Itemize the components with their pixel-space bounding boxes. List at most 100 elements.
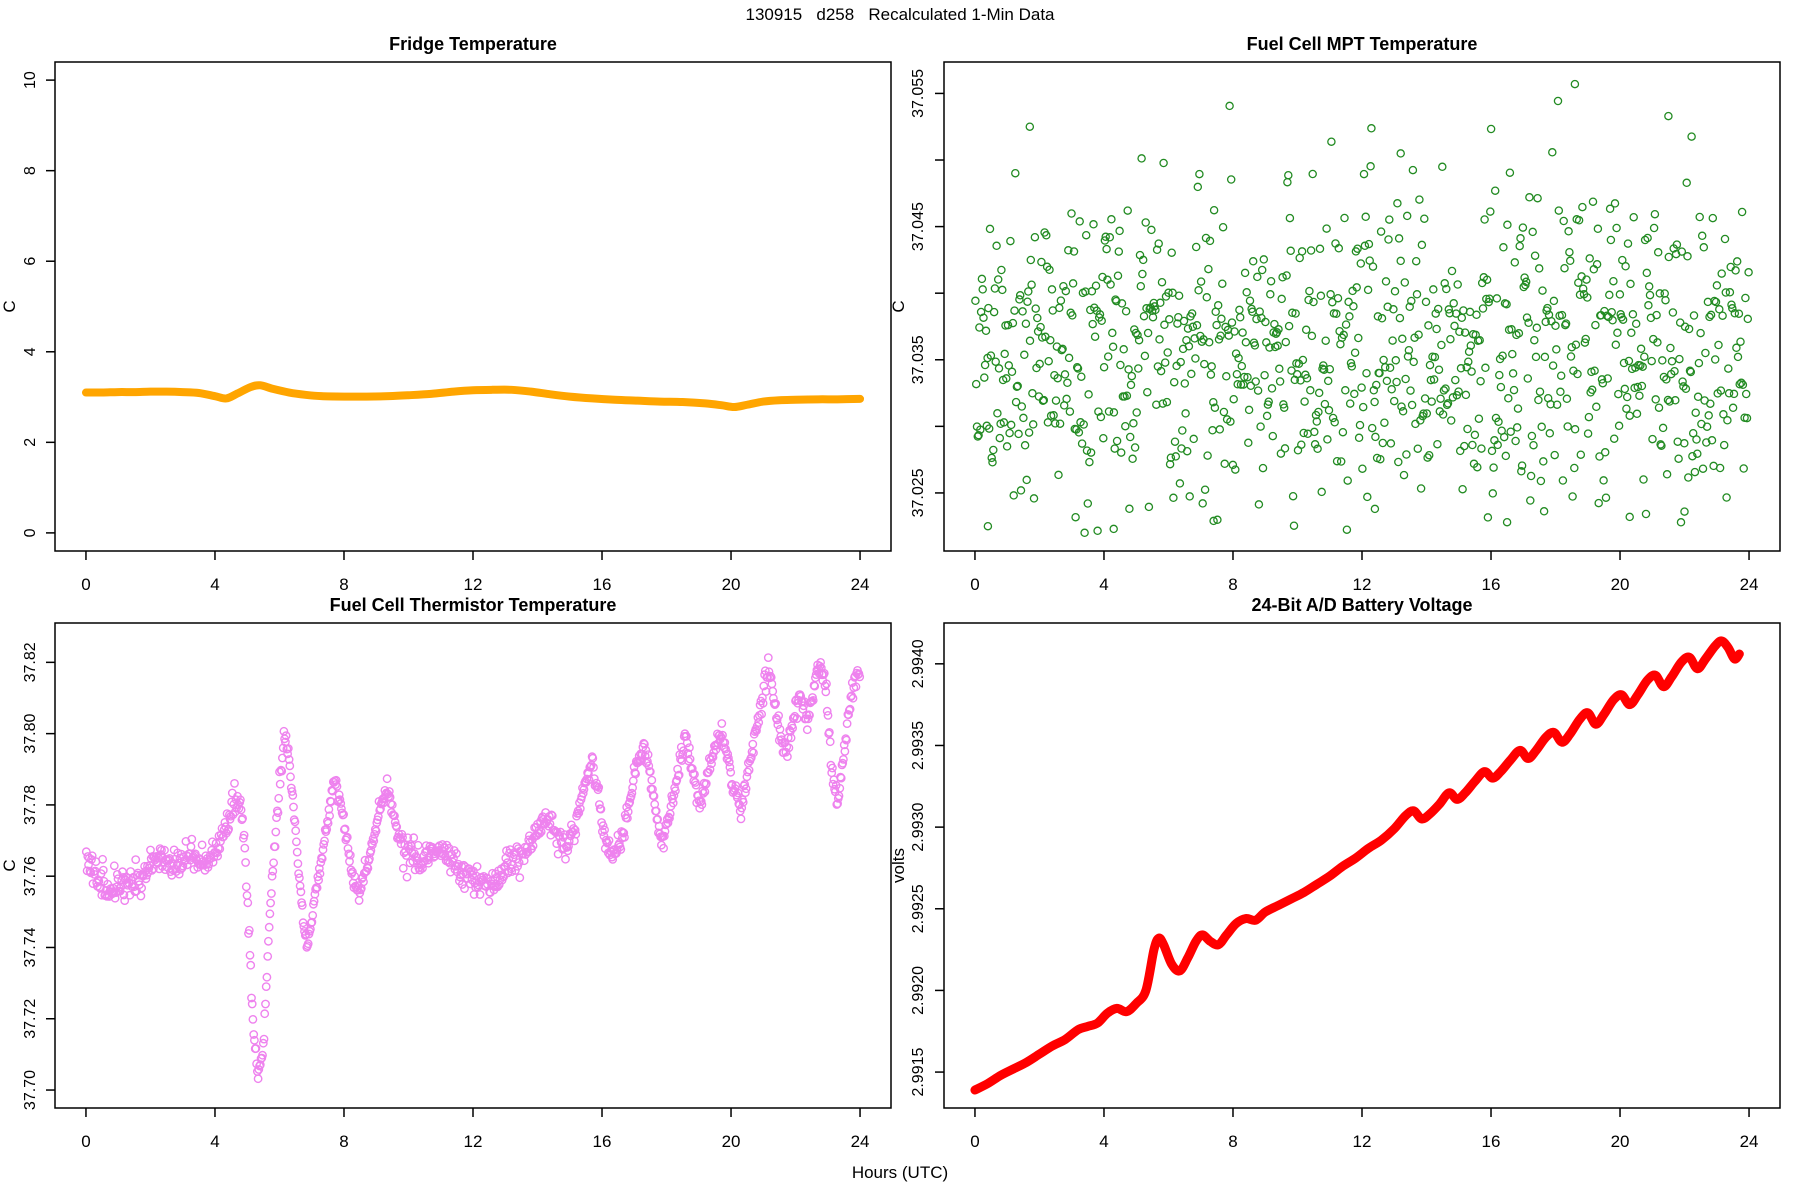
data-point xyxy=(241,882,251,892)
data-point xyxy=(1137,154,1146,163)
data-point xyxy=(1593,224,1603,234)
y-tick-label: 2.9930 xyxy=(910,803,927,852)
data-point xyxy=(1166,453,1176,462)
data-point xyxy=(1023,297,1032,306)
data-point xyxy=(715,730,724,740)
data-point xyxy=(1022,475,1031,485)
data-point xyxy=(1601,493,1611,502)
data-point xyxy=(1674,454,1683,463)
data-point xyxy=(1600,448,1610,457)
data-point xyxy=(1671,396,1680,405)
data-point xyxy=(331,780,340,789)
data-point xyxy=(740,780,750,789)
data-point xyxy=(723,749,733,759)
data-point xyxy=(1605,204,1615,214)
data-point xyxy=(1402,450,1411,459)
data-point xyxy=(1659,372,1669,382)
data-point-outlier xyxy=(1209,516,1218,526)
data-point xyxy=(792,714,802,723)
data-point xyxy=(971,379,981,389)
data-point xyxy=(1661,295,1670,305)
data-point xyxy=(1651,395,1660,404)
data-point xyxy=(1706,399,1715,408)
data-point xyxy=(774,711,783,720)
data-point xyxy=(1322,224,1331,233)
data-point xyxy=(536,827,546,837)
data-point xyxy=(1253,272,1262,282)
data-point xyxy=(208,857,218,867)
data-point xyxy=(367,840,377,850)
data-point xyxy=(1064,246,1073,255)
data-point xyxy=(1377,314,1387,323)
data-point xyxy=(1367,124,1376,133)
data-point xyxy=(1631,319,1641,329)
data-point xyxy=(1101,232,1110,242)
y-tick-label: 37.70 xyxy=(22,1070,39,1110)
data-point xyxy=(1324,406,1334,415)
data-point xyxy=(1515,241,1524,251)
data-point xyxy=(1252,314,1261,324)
data-point xyxy=(631,769,640,779)
data-point xyxy=(1242,288,1251,297)
data-point xyxy=(1611,340,1621,350)
data-point xyxy=(519,856,529,866)
data-point xyxy=(1334,244,1344,253)
data-point xyxy=(595,800,604,809)
panel-thermistor: 0 4 8 12 16 20 24 37.70 37.72 37.74 37.76 37.78 37.8… xyxy=(0,622,892,1151)
data-point xyxy=(1283,177,1292,187)
data-point xyxy=(1372,380,1381,390)
data-point xyxy=(1675,318,1685,327)
data-point xyxy=(1036,322,1045,332)
data-point xyxy=(1176,357,1185,367)
data-point xyxy=(244,925,254,935)
data-point xyxy=(974,430,983,440)
data-point xyxy=(1624,356,1634,366)
data-point xyxy=(1244,438,1253,448)
data-point xyxy=(263,952,273,961)
data-point xyxy=(155,844,165,853)
data-point xyxy=(1447,266,1457,276)
data-point xyxy=(672,775,682,785)
data-point xyxy=(1733,352,1743,362)
data-point xyxy=(1599,476,1608,485)
data-point xyxy=(808,696,818,705)
data-point xyxy=(1316,291,1326,301)
data-point xyxy=(1420,394,1430,403)
data-point xyxy=(1603,374,1612,383)
x-tick-label: 24 xyxy=(851,1132,870,1151)
data-point xyxy=(1386,439,1396,448)
data-point xyxy=(1483,513,1493,522)
data-point xyxy=(1206,370,1216,379)
data-point xyxy=(1200,485,1210,494)
data-point xyxy=(643,750,653,759)
data-point xyxy=(1404,345,1414,355)
data-point xyxy=(1486,124,1496,134)
data-point xyxy=(1607,307,1616,317)
data-point xyxy=(1573,369,1582,379)
data-point xyxy=(1570,463,1579,473)
data-point xyxy=(292,847,302,857)
data-point xyxy=(701,779,711,788)
data-point xyxy=(1116,360,1125,370)
plot-box-fridge xyxy=(54,61,892,552)
data-point xyxy=(822,706,832,716)
data-point xyxy=(1257,265,1267,275)
data-point xyxy=(1551,321,1560,331)
data-point xyxy=(805,710,814,720)
data-point xyxy=(1453,280,1462,289)
data-point xyxy=(1341,320,1351,329)
data-point xyxy=(1260,370,1269,380)
data-point xyxy=(1706,310,1716,320)
data-point xyxy=(1333,293,1343,303)
data-point xyxy=(1566,352,1576,361)
data-point xyxy=(1031,304,1040,313)
data-point xyxy=(1578,284,1588,293)
data-point xyxy=(1069,247,1079,256)
data-point xyxy=(1496,382,1506,392)
data-point xyxy=(1395,313,1405,323)
x-tick-label: 20 xyxy=(1611,575,1630,594)
data-point xyxy=(1514,329,1524,338)
data-point xyxy=(1658,423,1668,433)
data-point xyxy=(1460,441,1469,451)
